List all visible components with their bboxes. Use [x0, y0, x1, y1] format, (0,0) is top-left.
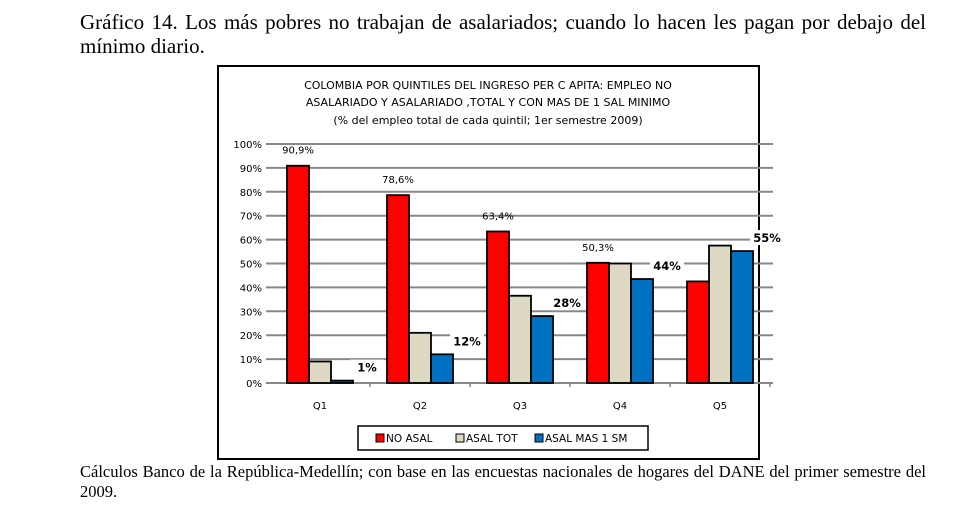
bar	[330, 379, 354, 384]
chart-title-line-1: COLOMBIA POR QUINTILES DEL INGRESO PER C…	[304, 79, 672, 92]
bar	[530, 315, 554, 384]
data-label-bg	[650, 258, 684, 274]
x-tick-label: Q5	[713, 401, 727, 412]
data-label-bg	[750, 230, 784, 246]
bar	[630, 278, 654, 384]
bar	[286, 164, 310, 384]
bar	[708, 244, 732, 384]
y-tick-label: 70%	[240, 212, 262, 223]
data-label: 28%	[553, 296, 581, 310]
data-label: 63,4%	[482, 211, 514, 222]
data-label: 78,6%	[382, 175, 414, 186]
bar	[608, 262, 632, 384]
bar	[430, 353, 454, 384]
bar	[586, 261, 610, 384]
figure-heading: Gráfico 14. Los más pobres no trabajan d…	[80, 10, 926, 58]
y-tick-label: 0%	[246, 379, 262, 390]
legend-label: ASAL TOT	[466, 433, 518, 445]
legend-swatch	[455, 433, 465, 443]
data-label: 44%	[653, 259, 681, 273]
y-tick-label: 30%	[240, 307, 262, 318]
bar	[386, 194, 410, 384]
bar	[408, 331, 432, 384]
data-label-bg	[550, 295, 584, 311]
data-label-bg	[450, 333, 484, 349]
data-label: 55%	[753, 231, 781, 245]
bar	[730, 250, 754, 384]
data-label-bg	[350, 359, 384, 375]
source-note: Cálculos Banco de la República-Medellín;…	[80, 462, 926, 501]
y-tick-label: 60%	[240, 236, 262, 247]
legend-swatch	[375, 433, 385, 443]
bar	[508, 294, 532, 384]
data-label: 50,3%	[582, 243, 614, 254]
y-tick-label: 20%	[240, 331, 262, 342]
bar	[308, 360, 332, 384]
y-tick-label: 80%	[240, 188, 262, 199]
bar	[486, 230, 510, 384]
data-label: 90,9%	[282, 146, 314, 157]
chart-subtitle: (% del empleo total de cada quintil; 1er…	[333, 114, 642, 127]
chart-title-line-2: ASALARIADO Y ASALARIADO ,TOTAL Y CON MAS…	[306, 96, 671, 109]
legend-label: NO ASAL	[386, 433, 433, 445]
y-tick-label: 10%	[240, 355, 262, 366]
bar	[686, 280, 710, 384]
x-tick-label: Q3	[513, 401, 527, 412]
x-tick-label: Q2	[413, 401, 427, 412]
x-tick-label: Q1	[313, 401, 327, 412]
legend-label: ASAL MAS 1 SM	[545, 433, 627, 445]
data-label: 12%	[453, 334, 481, 348]
data-label: 1%	[357, 361, 377, 375]
legend-swatch	[534, 433, 544, 443]
y-tick-label: 90%	[240, 164, 262, 175]
legend: NO ASAL ASAL TOT ASAL MAS 1 SM	[357, 425, 649, 451]
y-tick-label: 40%	[240, 283, 262, 294]
y-tick-label: 100%	[233, 140, 262, 151]
y-tick-label: 50%	[240, 260, 262, 271]
x-tick-label: Q4	[613, 401, 627, 412]
